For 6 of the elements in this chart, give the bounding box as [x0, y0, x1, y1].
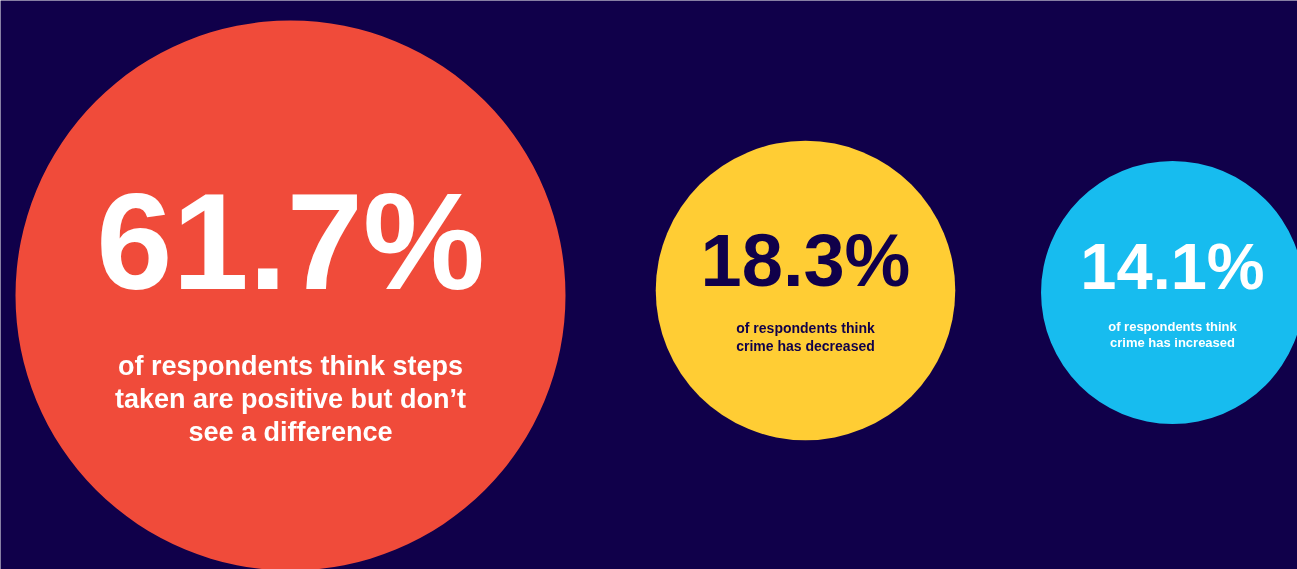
category-label: of respondents think crime has increased	[1108, 318, 1238, 351]
data-label: 18.3%	[700, 219, 911, 303]
category-label: of respondents think steps taken are positive but don’t see a difference	[114, 350, 467, 447]
data-label: 61.7%	[96, 164, 485, 318]
data-label: 14.1%	[1080, 230, 1265, 304]
category-label: of respondents think crime has decreased	[736, 320, 875, 355]
